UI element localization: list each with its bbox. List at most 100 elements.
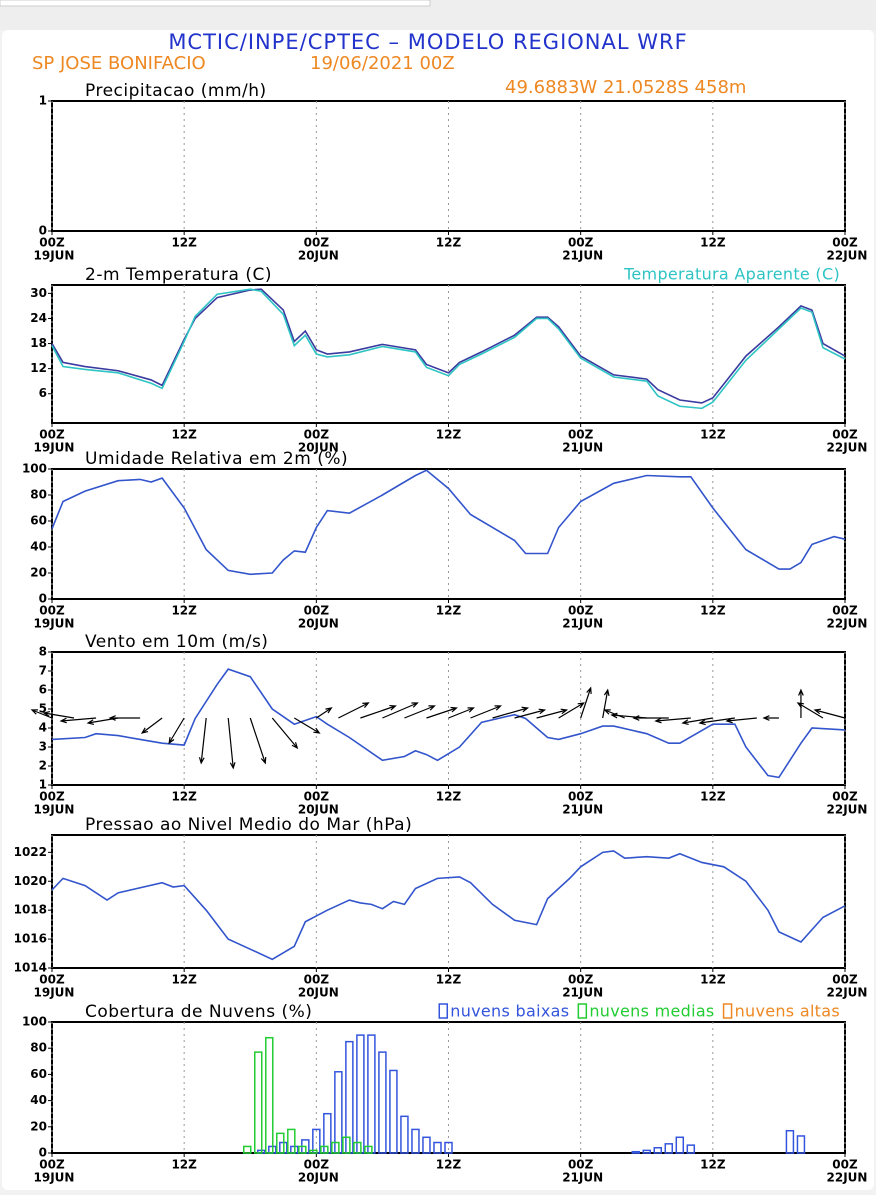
x-tick-label: 12Z: [436, 428, 462, 442]
wind-arrow: [698, 717, 735, 726]
x-tick-label: 12Z: [171, 236, 197, 250]
y-tick-label: 12: [30, 361, 47, 375]
x-tick-label: 00Z: [832, 973, 858, 987]
panel-title: Vento em 10m (m/s): [85, 632, 268, 652]
x-tick-label: 12Z: [700, 604, 726, 618]
y-tick-label: 1014: [14, 961, 47, 975]
x-date-label: 20JUN: [298, 441, 339, 455]
cloud-bar: [254, 1051, 263, 1154]
y-tick-label: 20: [30, 566, 47, 580]
x-date-label: 19JUN: [34, 803, 75, 817]
x-date-label: 21JUN: [562, 986, 603, 1000]
x-date-label: 21JUN: [562, 617, 603, 631]
panel-title: Cobertura de Nuvens (%): [85, 1002, 312, 1022]
wind-arrow: [30, 709, 53, 719]
wind-arrow: [293, 717, 321, 734]
x-date-label: 21JUN: [562, 1171, 603, 1185]
legend-label: nuvens altas: [735, 1002, 840, 1021]
wind-arrow: [580, 686, 592, 719]
x-tick-label: 12Z: [171, 790, 197, 804]
wind-arrow: [762, 715, 779, 721]
x-date-label: 20JUN: [298, 803, 339, 817]
wind-arrow: [140, 717, 163, 734]
cloud-bar: [444, 1141, 453, 1154]
x-date-label: 20JUN: [298, 617, 339, 631]
wind-arrow: [602, 688, 610, 719]
wind-arrow: [249, 717, 267, 765]
wind-arrow: [492, 706, 530, 719]
panel-title: Precipitacao (mm/h): [85, 81, 267, 101]
wind-arrow: [426, 706, 458, 719]
wind-arrow: [382, 702, 419, 719]
x-date-label: 22JUN: [827, 803, 868, 817]
cloud-bar: [378, 1051, 387, 1154]
y-tick-label: 40: [30, 1093, 47, 1107]
series-line: [51, 288, 846, 410]
y-tick-label: 2: [39, 759, 47, 773]
cloud-bar: [265, 1036, 274, 1154]
x-tick-label: 00Z: [832, 790, 858, 804]
legend-swatch: [577, 1003, 588, 1019]
x-date-label: 21JUN: [562, 249, 603, 263]
x-tick-label: 00Z: [39, 1158, 65, 1172]
x-tick-label: 12Z: [171, 428, 197, 442]
y-tick-label: 6: [39, 386, 47, 400]
cloud-bar: [400, 1115, 409, 1154]
wind-arrow: [338, 702, 370, 719]
y-tick-label: 4: [39, 721, 47, 735]
y-tick-label: 60: [30, 514, 47, 528]
cloud-bar: [796, 1135, 806, 1154]
wind-arrow: [316, 707, 333, 719]
cloud-bar: [422, 1136, 431, 1154]
wind-arrow: [404, 705, 436, 719]
y-tick-label: 0: [39, 224, 47, 238]
x-tick-label: 00Z: [832, 428, 858, 442]
x-tick-label: 12Z: [436, 236, 462, 250]
x-tick-label: 00Z: [568, 428, 594, 442]
cloud-bar: [686, 1144, 696, 1154]
x-tick-label: 00Z: [39, 604, 65, 618]
y-tick-label: 1016: [14, 932, 47, 946]
y-tick-label: 18: [30, 336, 47, 350]
cloud-bar: [364, 1145, 373, 1154]
cloud-bar: [298, 1145, 307, 1154]
x-tick-label: 12Z: [436, 1158, 462, 1172]
location: SP JOSE BONIFACIO: [32, 53, 206, 74]
y-tick-label: 3: [39, 740, 47, 754]
y-tick-label: 1: [39, 94, 47, 108]
cloud-bar: [342, 1136, 351, 1154]
wind-arrow: [360, 704, 397, 719]
x-date-label: 20JUN: [298, 1171, 339, 1185]
wind-arrow: [681, 717, 713, 725]
cloud-bar: [309, 1149, 318, 1154]
x-tick-label: 12Z: [436, 604, 462, 618]
x-tick-label: 12Z: [171, 604, 197, 618]
cloud-bar: [287, 1128, 296, 1154]
x-tick-label: 12Z: [700, 1158, 726, 1172]
wind-arrow: [227, 717, 236, 770]
x-date-label: 22JUN: [827, 441, 868, 455]
cloud-bar: [785, 1129, 795, 1154]
y-tick-label: 100: [22, 1015, 47, 1029]
legend-label: Temperatura Aparente (C): [623, 265, 840, 284]
cloud-bar: [389, 1069, 398, 1154]
y-tick-label: 20: [30, 1119, 47, 1133]
y-tick-label: 60: [30, 1067, 47, 1081]
cloud-bar: [320, 1145, 329, 1154]
main-title: MCTIC/INPE/CPTEC – MODELO REGIONAL WRF: [168, 30, 687, 54]
legend-swatch: [438, 1003, 449, 1019]
wind-arrow: [271, 717, 299, 750]
x-date-label: 19JUN: [34, 986, 75, 1000]
wind-arrow: [198, 717, 207, 765]
x-tick-label: 00Z: [304, 604, 330, 618]
series-line: [51, 469, 846, 576]
browser-box: [0, 0, 431, 7]
x-tick-label: 00Z: [39, 790, 65, 804]
cloud-bar: [675, 1136, 685, 1154]
wind-arrow: [558, 702, 585, 719]
x-tick-label: 12Z: [700, 236, 726, 250]
x-tick-label: 00Z: [832, 1158, 858, 1172]
y-tick-label: 5: [39, 702, 47, 716]
y-tick-label: 0: [39, 592, 47, 606]
panel-title: Pressao ao Nivel Medio do Mar (hPa): [85, 815, 412, 835]
